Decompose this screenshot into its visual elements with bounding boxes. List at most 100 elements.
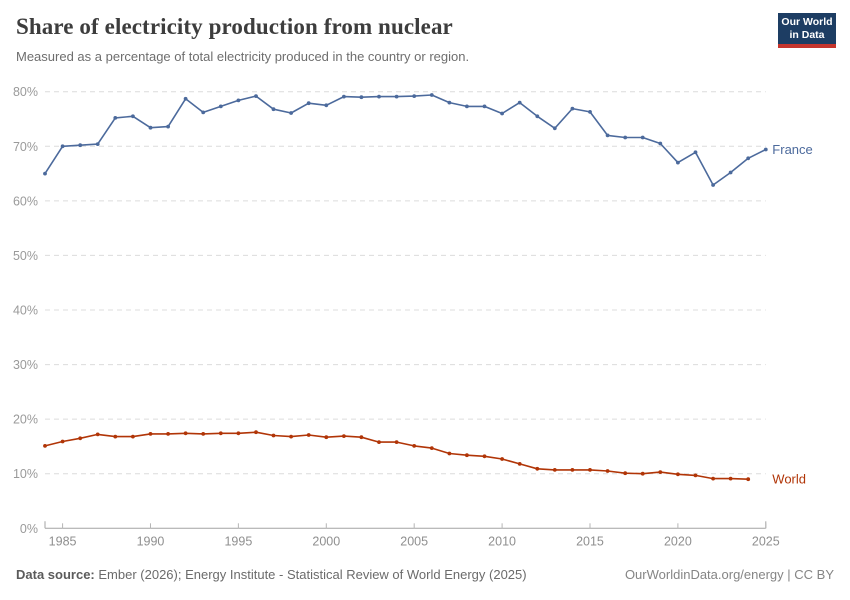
x-tick-label-2010: 2010: [488, 534, 516, 548]
world-point-1999: [306, 433, 311, 437]
world-point-2020: [676, 472, 680, 477]
world-point-1995: [236, 431, 241, 436]
france-point-1997: [271, 107, 276, 112]
france-point-1986: [78, 143, 83, 148]
world-point-1998: [289, 434, 293, 439]
france-point-2001: [342, 94, 346, 99]
world-point-2007: [447, 451, 452, 456]
chart-title: Share of electricity production from nuc…: [16, 14, 453, 39]
france-point-2012: [535, 114, 540, 119]
y-tick-label-70: 70%: [13, 140, 38, 154]
france-point-2002: [359, 95, 364, 100]
france-point-2024: [746, 156, 751, 161]
france-point-1987: [95, 142, 100, 147]
data-source-label: Data source:: [16, 567, 95, 582]
x-tick-label-2025: 2025: [752, 534, 780, 548]
owid-logo-line1: Our World: [781, 15, 833, 28]
france-point-2023: [728, 170, 733, 175]
world-point-1990: [148, 432, 153, 436]
data-source: Data source: Ember (2026); Energy Instit…: [16, 567, 527, 582]
world-point-2018: [640, 471, 645, 476]
france-point-2022: [711, 183, 715, 187]
world-point-2024: [746, 477, 751, 482]
chart-subtitle: Measured as a percentage of total electr…: [16, 49, 470, 64]
france-point-2018: [640, 135, 645, 140]
world-point-2004: [394, 440, 399, 444]
france-point-2016: [605, 133, 610, 138]
world-point-2009: [482, 454, 487, 459]
france-point-2015: [588, 110, 592, 114]
france-point-2021: [693, 150, 698, 155]
world-point-1993: [201, 432, 206, 436]
world-point-2005: [412, 444, 417, 448]
owid-logo-line2: in Data: [789, 28, 825, 41]
france-point-2006: [429, 93, 434, 97]
data-source-text: Ember (2026); Energy Institute - Statist…: [98, 567, 527, 582]
world-point-2012: [535, 466, 540, 471]
france-line[interactable]: [44, 94, 767, 186]
y-tick-label-0: 0%: [20, 522, 38, 536]
x-tick-label-2020: 2020: [664, 534, 692, 548]
x-tick-label-1990: 1990: [137, 534, 165, 548]
france-point-1995: [236, 98, 241, 103]
world-point-1989: [131, 434, 135, 439]
france-point-2007: [447, 100, 452, 105]
france-point-2019: [658, 141, 663, 146]
france-point-1992: [183, 96, 188, 101]
world-point-1992: [183, 431, 188, 436]
world-point-1984: [43, 444, 47, 448]
world-point-2014: [570, 468, 575, 472]
x-tick-label-1985: 1985: [49, 534, 77, 548]
y-tick-label-50: 50%: [13, 249, 38, 263]
france-point-2010: [500, 111, 504, 116]
france-point-2008: [465, 104, 469, 109]
world-point-2023: [728, 476, 733, 481]
footer-credit-link[interactable]: OurWorldinData.org/energy | CC BY: [624, 567, 834, 582]
france-point-2013: [552, 126, 557, 131]
x-tick-label-2005: 2005: [400, 534, 428, 548]
france-point-2004: [394, 94, 399, 99]
world-point-2015: [588, 468, 592, 472]
france-point-1990: [148, 125, 153, 130]
france-point-1996: [254, 94, 258, 98]
world-point-1991: [166, 432, 171, 436]
world-point-2016: [605, 469, 610, 473]
france-point-2009: [482, 104, 487, 109]
world-point-2006: [429, 446, 434, 450]
world-point-2003: [377, 440, 381, 444]
france-point-1988: [113, 116, 118, 120]
world-point-1988: [113, 434, 118, 439]
world-point-1987: [95, 432, 100, 437]
france-point-1993: [201, 110, 206, 115]
france-point-1984: [43, 171, 47, 176]
world-point-2002: [359, 435, 364, 440]
france-point-2020: [676, 160, 680, 165]
y-tick-label-40: 40%: [13, 304, 38, 318]
france-point-2014: [570, 106, 575, 111]
france-point-2017: [623, 135, 628, 140]
world-point-2022: [711, 476, 715, 481]
france-point-2000: [324, 103, 329, 108]
world-point-2001: [342, 434, 346, 438]
owid-logo[interactable]: Our World in Data: [778, 13, 836, 48]
world-point-2013: [552, 468, 557, 472]
line-chart[interactable]: 0% 10% 20% 30% 40% 50% 60% 70% 80% 1985 1990 1995 20…: [0, 0, 850, 560]
france-point-1991: [166, 124, 171, 129]
world-point-2010: [500, 457, 504, 461]
x-tick-label-2000: 2000: [312, 534, 340, 548]
france-point-2005: [412, 94, 417, 98]
world-point-2017: [623, 471, 628, 476]
world-point-1997: [271, 433, 276, 438]
x-tick-label-2015: 2015: [576, 534, 604, 548]
france-point-2011: [517, 100, 522, 105]
x-tick-label-1995: 1995: [224, 534, 252, 548]
france-point-1998: [289, 111, 293, 115]
world-series-label[interactable]: World: [772, 472, 806, 487]
y-tick-label-30: 30%: [13, 358, 38, 372]
world-point-2011: [517, 462, 522, 466]
france-series-label[interactable]: France: [772, 142, 812, 157]
france-point-2003: [377, 94, 381, 99]
y-tick-label-60: 60%: [13, 194, 38, 208]
world-point-1996: [254, 430, 258, 435]
y-tick-label-20: 20%: [13, 413, 38, 427]
